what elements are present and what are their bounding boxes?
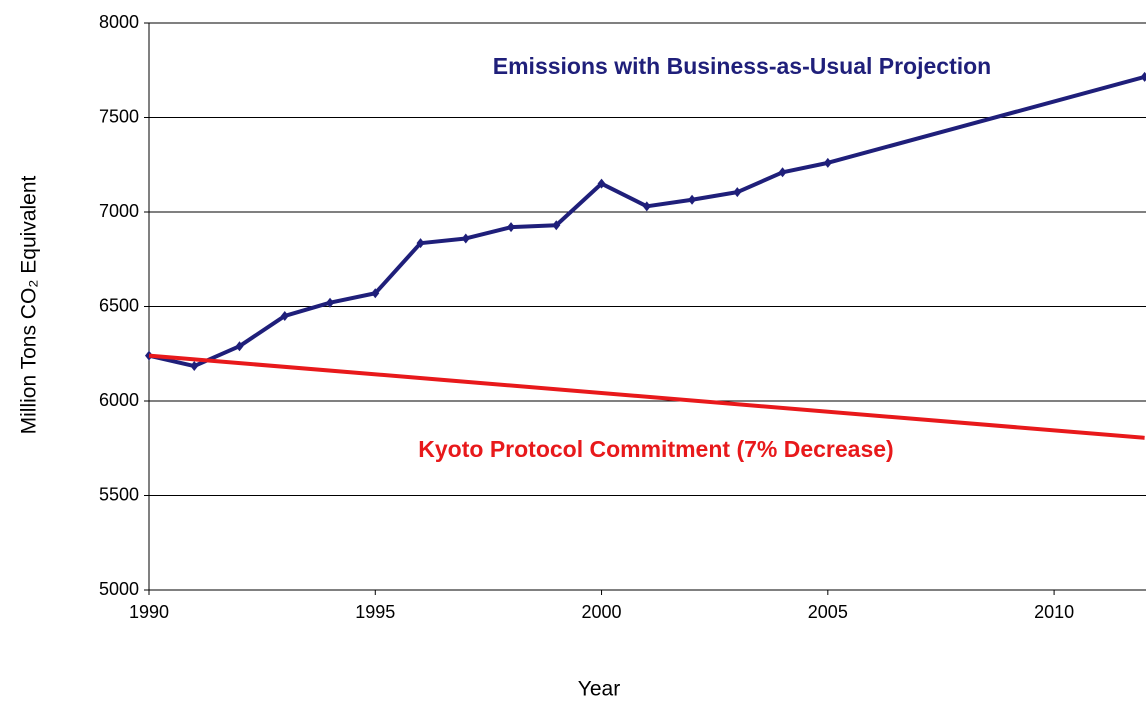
point-marker — [733, 187, 742, 198]
point-marker — [823, 157, 832, 168]
point-marker — [371, 288, 380, 299]
x-axis-label: Year — [578, 678, 620, 701]
series-line — [148, 353, 1145, 440]
y-tick-label: 8000 — [99, 12, 139, 32]
x-tick-label: 1990 — [129, 602, 169, 622]
point-marker — [461, 233, 470, 244]
x-tick-label: 2000 — [582, 602, 622, 622]
y-tick-label: 7000 — [99, 201, 139, 221]
point-marker — [326, 297, 335, 308]
series-annotation: Emissions with Business-as-Usual Project… — [493, 53, 991, 79]
x-tick-label: 2010 — [1034, 602, 1074, 622]
point-marker — [552, 220, 561, 231]
y-tick-label: 5000 — [99, 579, 139, 599]
point-marker — [778, 167, 787, 178]
point-marker — [1140, 71, 1146, 82]
point-marker — [416, 238, 425, 249]
point-marker — [597, 178, 606, 189]
y-tick-label: 6000 — [99, 390, 139, 410]
y-tick-label: 6500 — [99, 295, 139, 315]
x-tick-label: 1995 — [355, 602, 395, 622]
point-marker — [235, 341, 244, 352]
y-axis-label: Million Tons CO₂ Equivalent — [18, 175, 41, 434]
point-marker — [642, 201, 651, 212]
y-tick-label: 5500 — [99, 484, 139, 504]
point-marker — [688, 194, 697, 205]
point-marker — [507, 222, 516, 233]
y-tick-label: 7500 — [99, 106, 139, 126]
series-line — [148, 74, 1146, 369]
point-marker — [190, 361, 199, 372]
point-marker — [280, 310, 289, 321]
x-tick-label: 2005 — [808, 602, 848, 622]
series-annotation: Kyoto Protocol Commitment (7% Decrease) — [418, 436, 893, 462]
